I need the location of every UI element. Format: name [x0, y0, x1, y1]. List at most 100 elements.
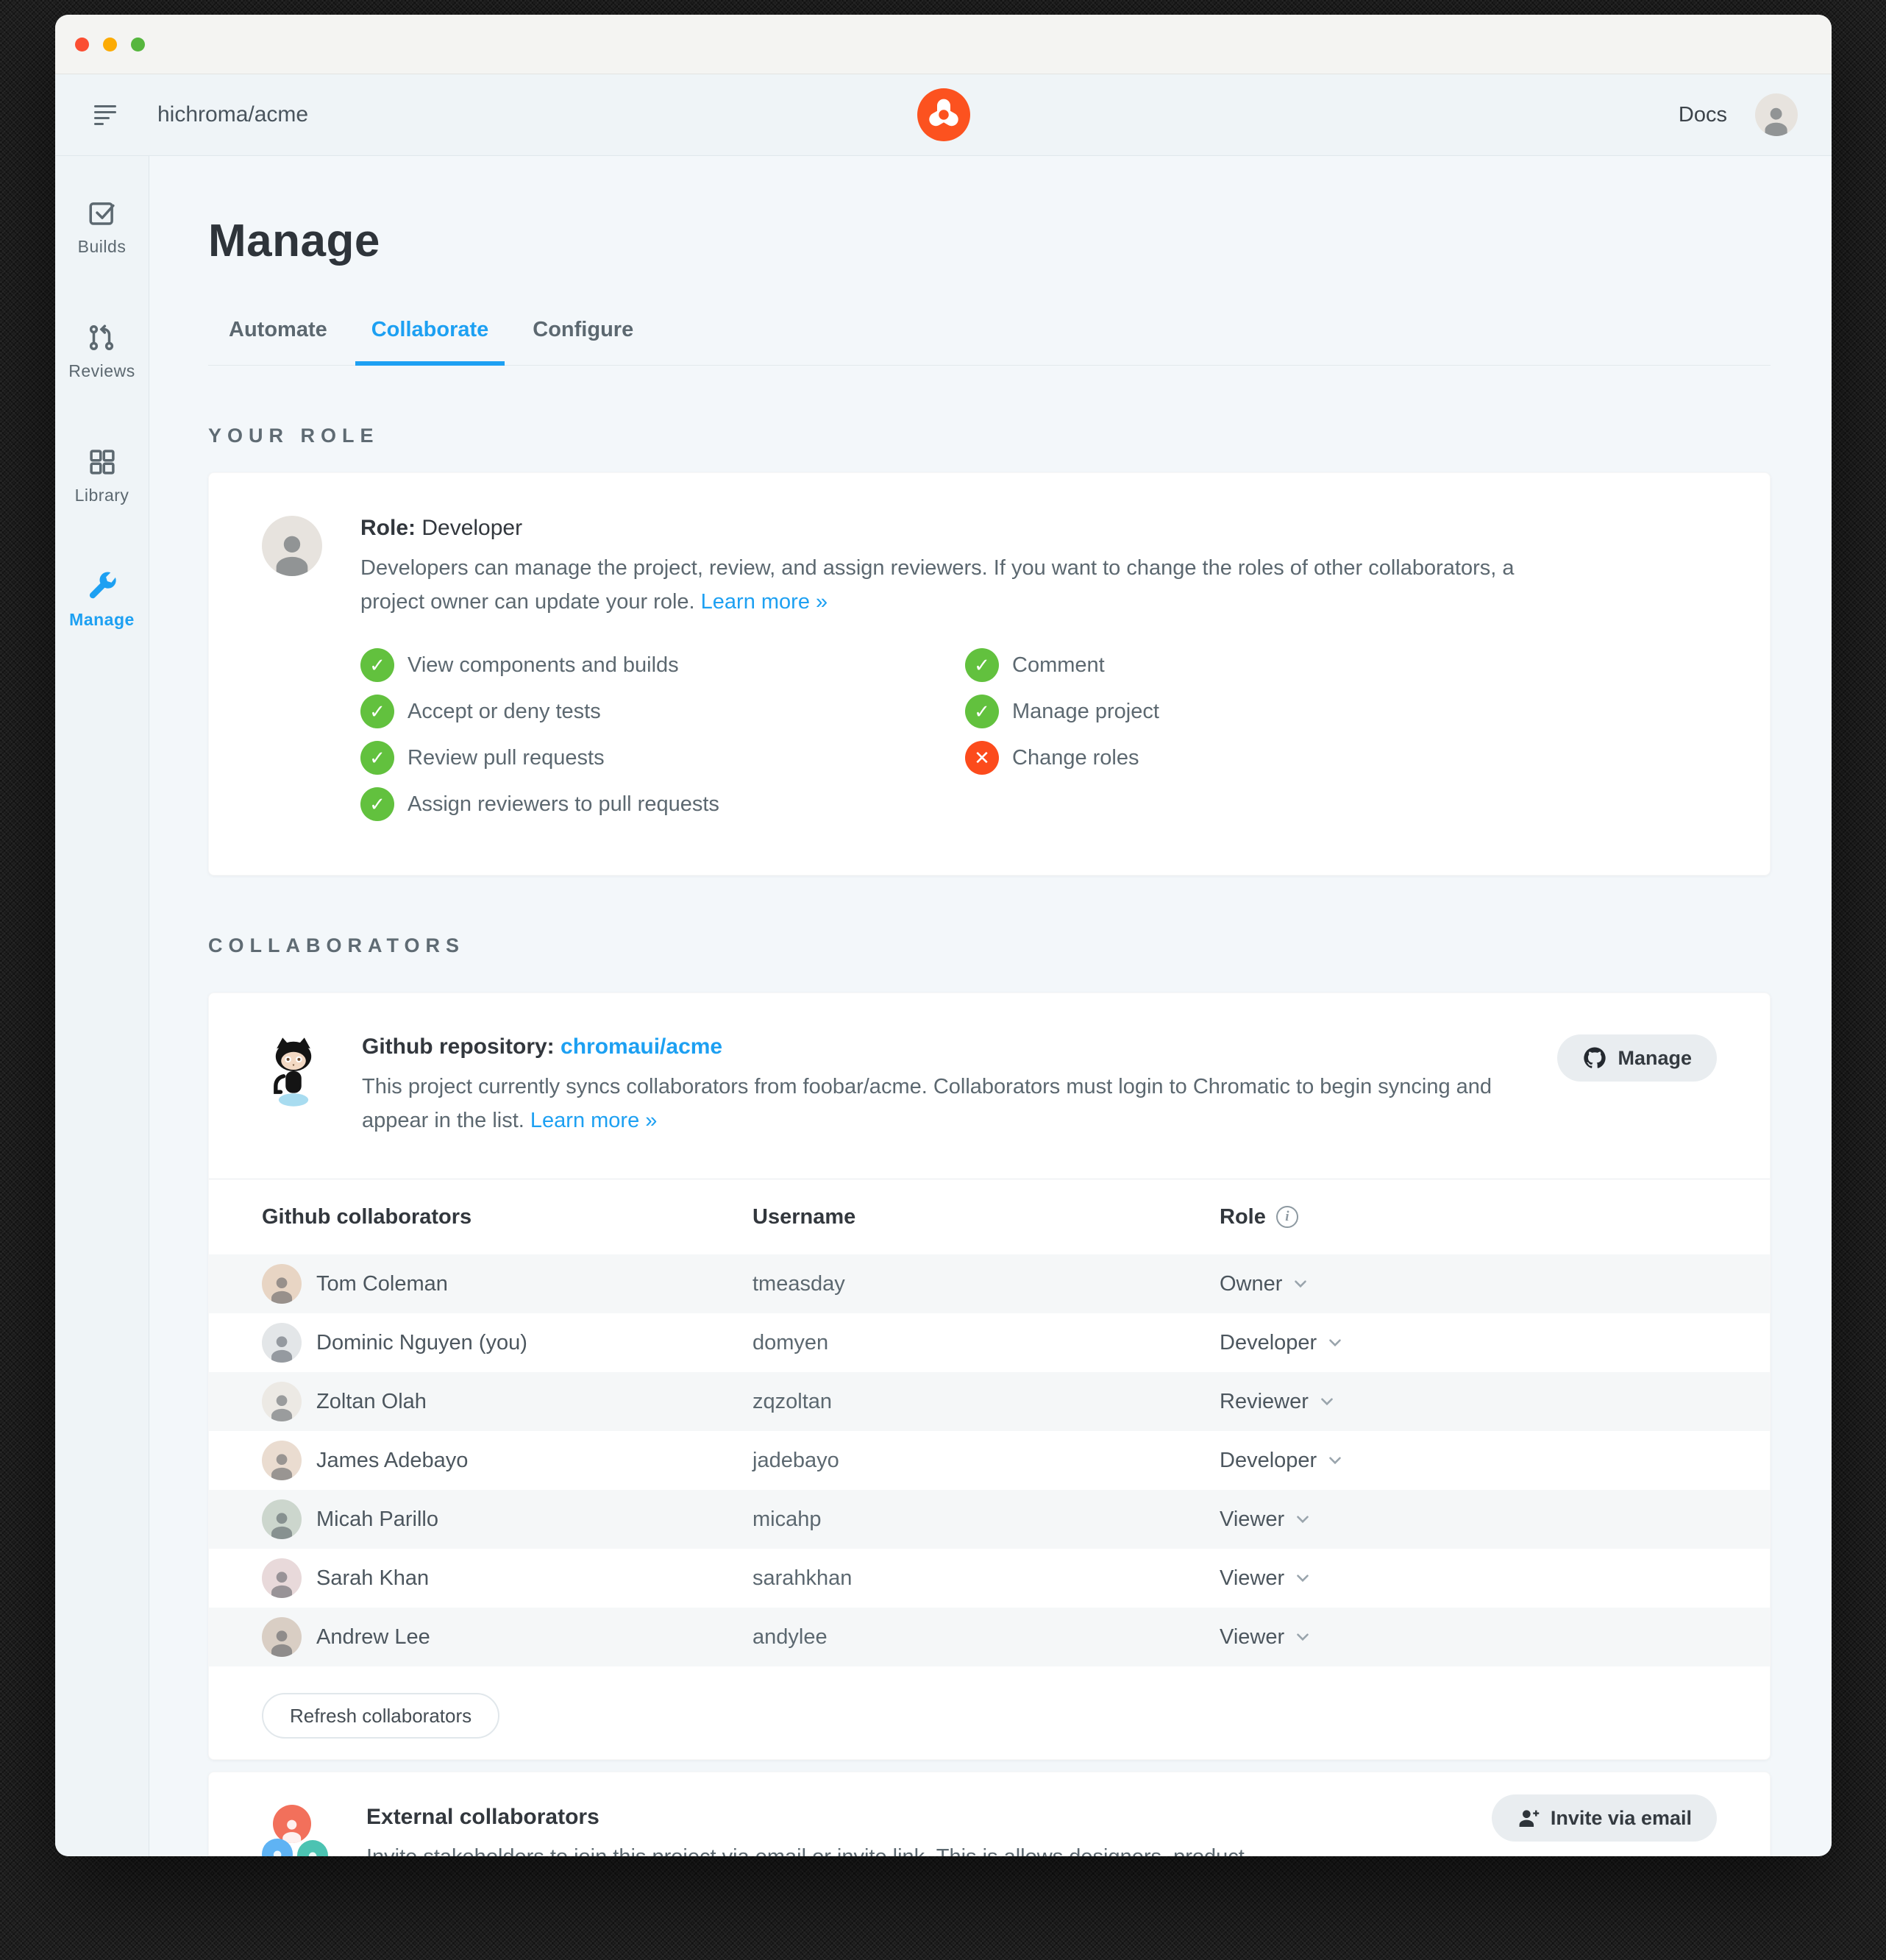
- permission-item: ✕ Change roles: [965, 741, 1717, 775]
- sidebar: Builds Reviews Library: [55, 156, 149, 1856]
- repo-link[interactable]: chromaui/acme: [561, 1034, 723, 1059]
- role-dropdown[interactable]: Reviewer: [1220, 1390, 1717, 1414]
- permission-item: ✓ Manage project: [965, 695, 1717, 728]
- learn-more-link[interactable]: Learn more »: [530, 1109, 658, 1132]
- page-title: Manage: [208, 216, 380, 266]
- collaborator-username: domyen: [752, 1330, 829, 1354]
- chevron-down-icon: [1297, 1516, 1309, 1524]
- chevron-down-icon: [1295, 1280, 1307, 1288]
- people-group-icon: [262, 1805, 330, 1856]
- collaborator-username: andylee: [752, 1625, 828, 1649]
- github-manage-button[interactable]: Manage: [1557, 1034, 1717, 1082]
- collaborator-avatar: [262, 1264, 302, 1304]
- role-dropdown[interactable]: Developer: [1220, 1449, 1717, 1473]
- collaborator-avatar: [262, 1617, 302, 1657]
- app-window: hichroma/acme Docs: [55, 15, 1832, 1856]
- invite-via-email-button[interactable]: Invite via email: [1491, 1794, 1717, 1842]
- github-repo-section: Github repository: chromaui/acme This pr…: [209, 993, 1770, 1179]
- collaborator-name: Andrew Lee: [316, 1625, 430, 1649]
- table-row: Sarah Khan sarahkhan Viewer: [209, 1549, 1770, 1608]
- your-role-section-label: YOUR ROLE: [208, 425, 380, 447]
- role-dropdown[interactable]: Viewer: [1220, 1625, 1717, 1650]
- check-icon: ✓: [965, 695, 999, 728]
- collaborator-name: Sarah Khan: [316, 1566, 430, 1590]
- collaborators-table: Github collaborators Username Role i Tom …: [209, 1179, 1770, 1759]
- your-role-card: Role: Developer Developers can manage th…: [208, 472, 1771, 876]
- sidebar-item-label: Builds: [77, 237, 127, 256]
- octocat-icon: [262, 1034, 325, 1108]
- chromatic-logo-icon[interactable]: [917, 88, 970, 141]
- repo-label: Github repository:: [362, 1034, 555, 1059]
- invite-via-email-label: Invite via email: [1550, 1806, 1692, 1829]
- permission-item: ✓ Accept or deny tests: [360, 695, 965, 728]
- external-collaborators-card: External collaborators Invite stakeholde…: [208, 1772, 1771, 1856]
- role-description: Developers can manage the project, revie…: [360, 556, 1515, 614]
- repo-heading: Github repository: chromaui/acme: [362, 1034, 1717, 1059]
- sidebar-item-reviews[interactable]: Reviews: [68, 322, 135, 381]
- role-dropdown[interactable]: Viewer: [1220, 1508, 1717, 1532]
- sidebar-item-label: Library: [74, 486, 129, 505]
- permission-item: ✓ Assign reviewers to pull requests: [360, 787, 965, 821]
- check-icon: ✓: [360, 695, 394, 728]
- chevron-down-icon: [1329, 1339, 1341, 1347]
- role-dropdown[interactable]: Owner: [1220, 1272, 1717, 1296]
- permissions-list: ✓ View components and builds ✓ Accept or…: [360, 648, 1717, 834]
- zoom-window-button[interactable]: [131, 37, 145, 52]
- refresh-collaborators-button[interactable]: Refresh collaborators: [262, 1693, 500, 1739]
- sidebar-item-library[interactable]: Library: [75, 446, 129, 505]
- pull-request-icon: [85, 322, 118, 354]
- permission-item: ✓ Review pull requests: [360, 741, 965, 775]
- main-content: Manage Automate Collaborate Configure YO…: [149, 156, 1832, 1856]
- collaborator-name: Dominic Nguyen (you): [316, 1330, 527, 1354]
- info-icon[interactable]: i: [1275, 1206, 1298, 1228]
- learn-more-link[interactable]: Learn more »: [700, 590, 828, 614]
- tab-configure[interactable]: Configure: [533, 318, 634, 341]
- permission-label: Accept or deny tests: [408, 699, 601, 723]
- sidebar-item-builds[interactable]: Builds: [78, 197, 127, 257]
- sidebar-item-label: Manage: [69, 610, 135, 629]
- tab-bar: Automate Collaborate Configure: [208, 308, 1771, 366]
- minimize-window-button[interactable]: [103, 37, 117, 52]
- project-breadcrumb[interactable]: hichroma/acme: [157, 102, 309, 127]
- role-value: Developer: [421, 516, 523, 540]
- tab-collaborate[interactable]: Collaborate: [355, 317, 505, 366]
- permission-label: Comment: [1012, 653, 1105, 677]
- menu-icon[interactable]: [94, 104, 116, 125]
- chevron-down-icon: [1321, 1398, 1333, 1406]
- permission-label: Manage project: [1012, 699, 1159, 723]
- close-window-button[interactable]: [75, 37, 89, 52]
- x-icon: ✕: [965, 741, 999, 775]
- table-row: Tom Coleman tmeasday Owner: [209, 1254, 1770, 1313]
- check-icon: ✓: [360, 648, 394, 682]
- table-header-row: Github collaborators Username Role i: [209, 1179, 1770, 1254]
- table-row: Andrew Lee andylee Viewer: [209, 1608, 1770, 1666]
- collaborators-card: Github repository: chromaui/acme This pr…: [208, 993, 1771, 1760]
- role-dropdown[interactable]: Viewer: [1220, 1566, 1717, 1591]
- collaborator-avatar: [262, 1382, 302, 1421]
- role-user-avatar: [262, 516, 322, 576]
- role-dropdown[interactable]: Developer: [1220, 1331, 1717, 1355]
- table-row: Dominic Nguyen (you) domyen Developer: [209, 1313, 1770, 1372]
- external-collaborators-title: External collaborators: [366, 1805, 599, 1829]
- permission-label: Assign reviewers to pull requests: [408, 792, 719, 816]
- chevron-down-icon: [1329, 1457, 1341, 1465]
- permission-label: Change roles: [1012, 745, 1139, 770]
- collaborator-username: jadebayo: [752, 1448, 839, 1472]
- repo-description: This project currently syncs collaborato…: [362, 1075, 1492, 1132]
- user-avatar[interactable]: [1755, 93, 1798, 136]
- tab-automate[interactable]: Automate: [229, 318, 327, 341]
- chevron-down-icon: [1297, 1574, 1309, 1583]
- collaborator-username: sarahkhan: [752, 1566, 853, 1590]
- external-collaborators-description: Invite stakeholders to join this project…: [366, 1840, 1580, 1856]
- collaborator-username: zqzoltan: [752, 1389, 833, 1413]
- col-header-role: Role: [1220, 1204, 1266, 1229]
- table-row: James Adebayo jadebayo Developer: [209, 1431, 1770, 1490]
- collaborator-avatar: [262, 1558, 302, 1598]
- docs-link[interactable]: Docs: [1678, 102, 1727, 127]
- col-header-username: Username: [752, 1204, 856, 1229]
- permission-item: ✓ View components and builds: [360, 648, 965, 682]
- role-heading: Role: Developer: [360, 516, 1717, 541]
- sidebar-item-manage[interactable]: Manage: [69, 570, 135, 630]
- checkbox-icon: [86, 197, 118, 230]
- collaborator-username: micahp: [752, 1507, 822, 1531]
